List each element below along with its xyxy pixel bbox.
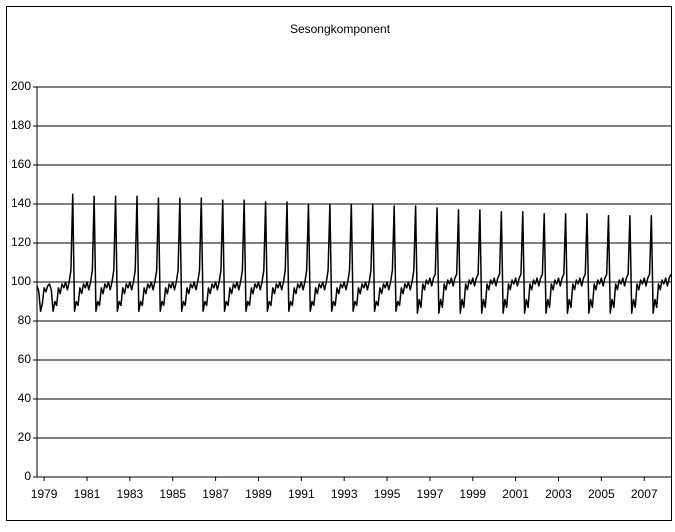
x-tick-label: 1979 (31, 487, 58, 501)
y-tick-label: 180 (11, 118, 31, 132)
x-tick-label: 1999 (459, 487, 486, 501)
y-tick-label: 120 (11, 235, 31, 249)
y-tick-label: 160 (11, 157, 31, 171)
x-tick-label: 1989 (245, 487, 272, 501)
y-tick-label: 0 (24, 469, 31, 483)
x-tick-label: 2005 (588, 487, 615, 501)
x-tick-label: 1997 (417, 487, 444, 501)
x-tick-label: 1987 (202, 487, 229, 501)
y-tick-label: 100 (11, 274, 31, 288)
x-tick-label: 1993 (331, 487, 358, 501)
y-tick-label: 20 (18, 430, 32, 444)
chart-title: Sesongkomponent (290, 22, 391, 36)
y-tick-label: 200 (11, 79, 31, 93)
y-tick-label: 80 (18, 313, 32, 327)
series-line (36, 193, 672, 314)
y-tick-label: 140 (11, 196, 31, 210)
x-tick-label: 1991 (288, 487, 315, 501)
x-tick-label: 1983 (117, 487, 144, 501)
x-tick-label: 1985 (159, 487, 186, 501)
x-tick-label: 1995 (374, 487, 401, 501)
y-tick-label: 40 (18, 391, 32, 405)
x-tick-label: 2007 (631, 487, 658, 501)
x-tick-label: 1981 (74, 487, 101, 501)
x-tick-label: 2001 (502, 487, 529, 501)
y-tick-label: 60 (18, 352, 32, 366)
x-tick-label: 2003 (545, 487, 572, 501)
chart-frame (6, 6, 672, 521)
